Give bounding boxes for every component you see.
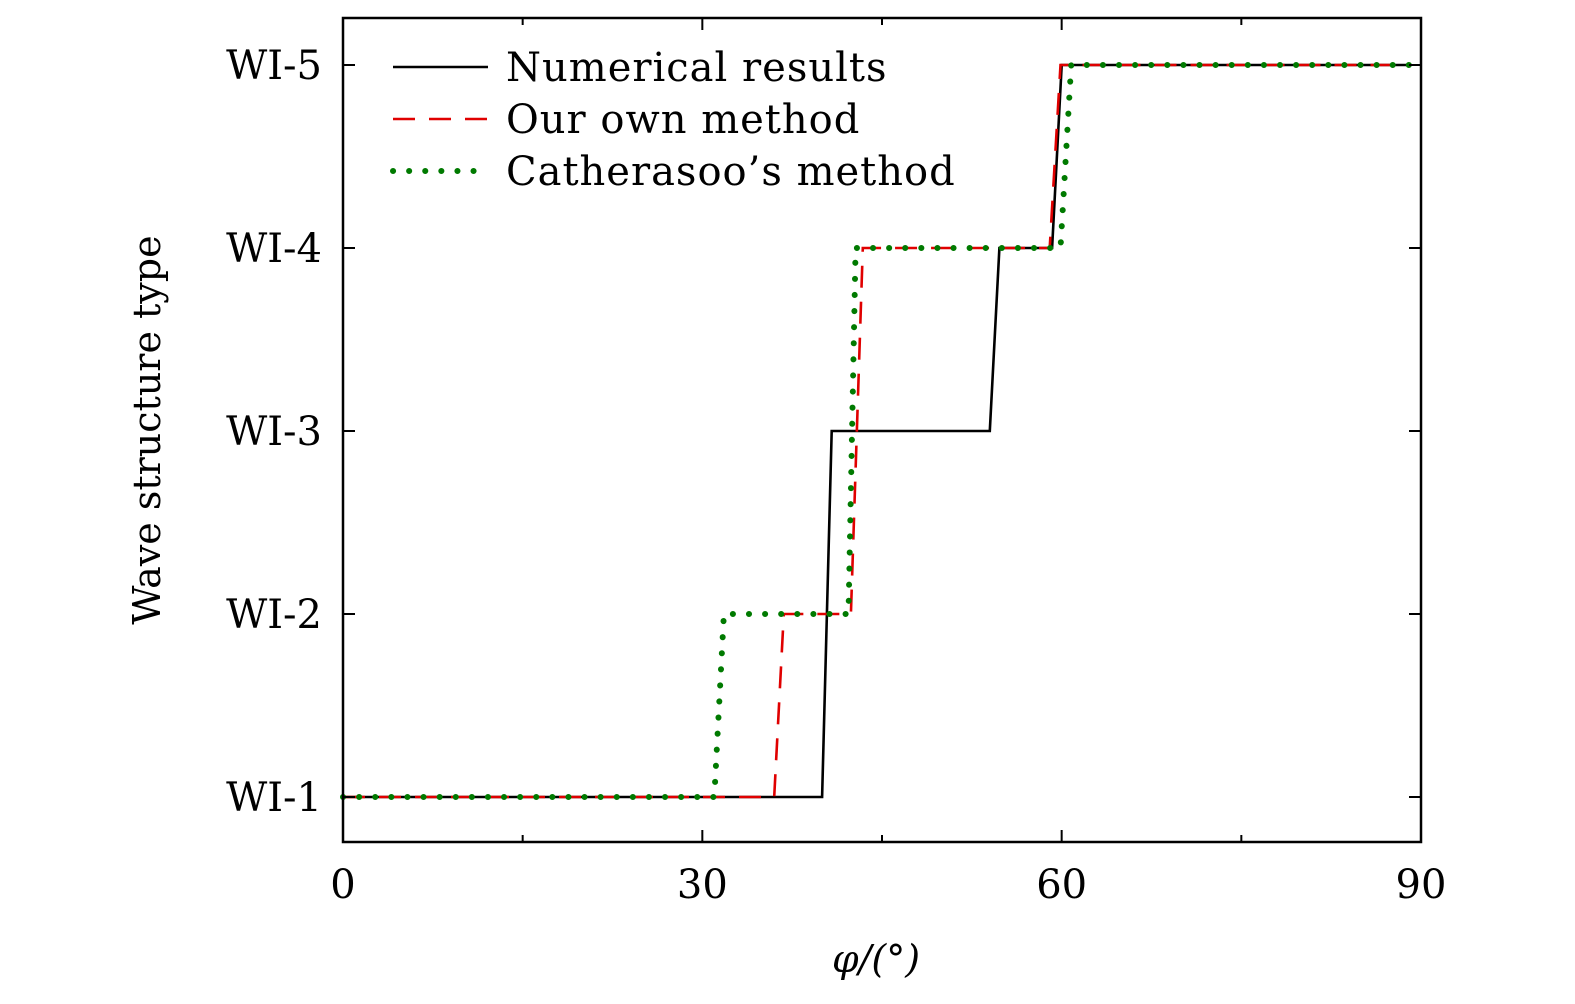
- series-line-catherasoo-s-method: [340, 62, 1412, 800]
- legend-label-numerical-results: Numerical results: [506, 45, 888, 91]
- series-line-our-own-method: [343, 63, 1409, 799]
- y-tick-label-wi-3: WI-3: [226, 409, 322, 455]
- legend-label-our-own-method: Our own method: [506, 97, 860, 143]
- series-layer: [340, 62, 1412, 800]
- legend: Numerical results Our own method Catheraso…: [390, 45, 956, 195]
- y-tick-label-wi-5: WI-5: [226, 43, 322, 89]
- x-tick-label-0: 0: [330, 862, 355, 908]
- legend-label-catherasoo-s-method: Catherasoo’s method: [506, 149, 956, 195]
- series-line-numerical-results: [343, 63, 1409, 799]
- x-tick-label-90: 90: [1396, 862, 1447, 908]
- ticks-layer: 0 30 60 90 WI-1 WI-2 WI-3 WI-4 WI-5: [226, 18, 1446, 908]
- y-tick-label-wi-1: WI-1: [226, 775, 322, 821]
- y-tick-label-wi-4: WI-4: [226, 226, 322, 272]
- x-axis-label: φ/(°): [832, 937, 920, 981]
- y-tick-label-wi-2: WI-2: [226, 592, 322, 638]
- x-tick-label-60: 60: [1036, 862, 1087, 908]
- x-tick-label-30: 30: [677, 862, 728, 908]
- y-axis-label: Wave structure type: [125, 235, 169, 624]
